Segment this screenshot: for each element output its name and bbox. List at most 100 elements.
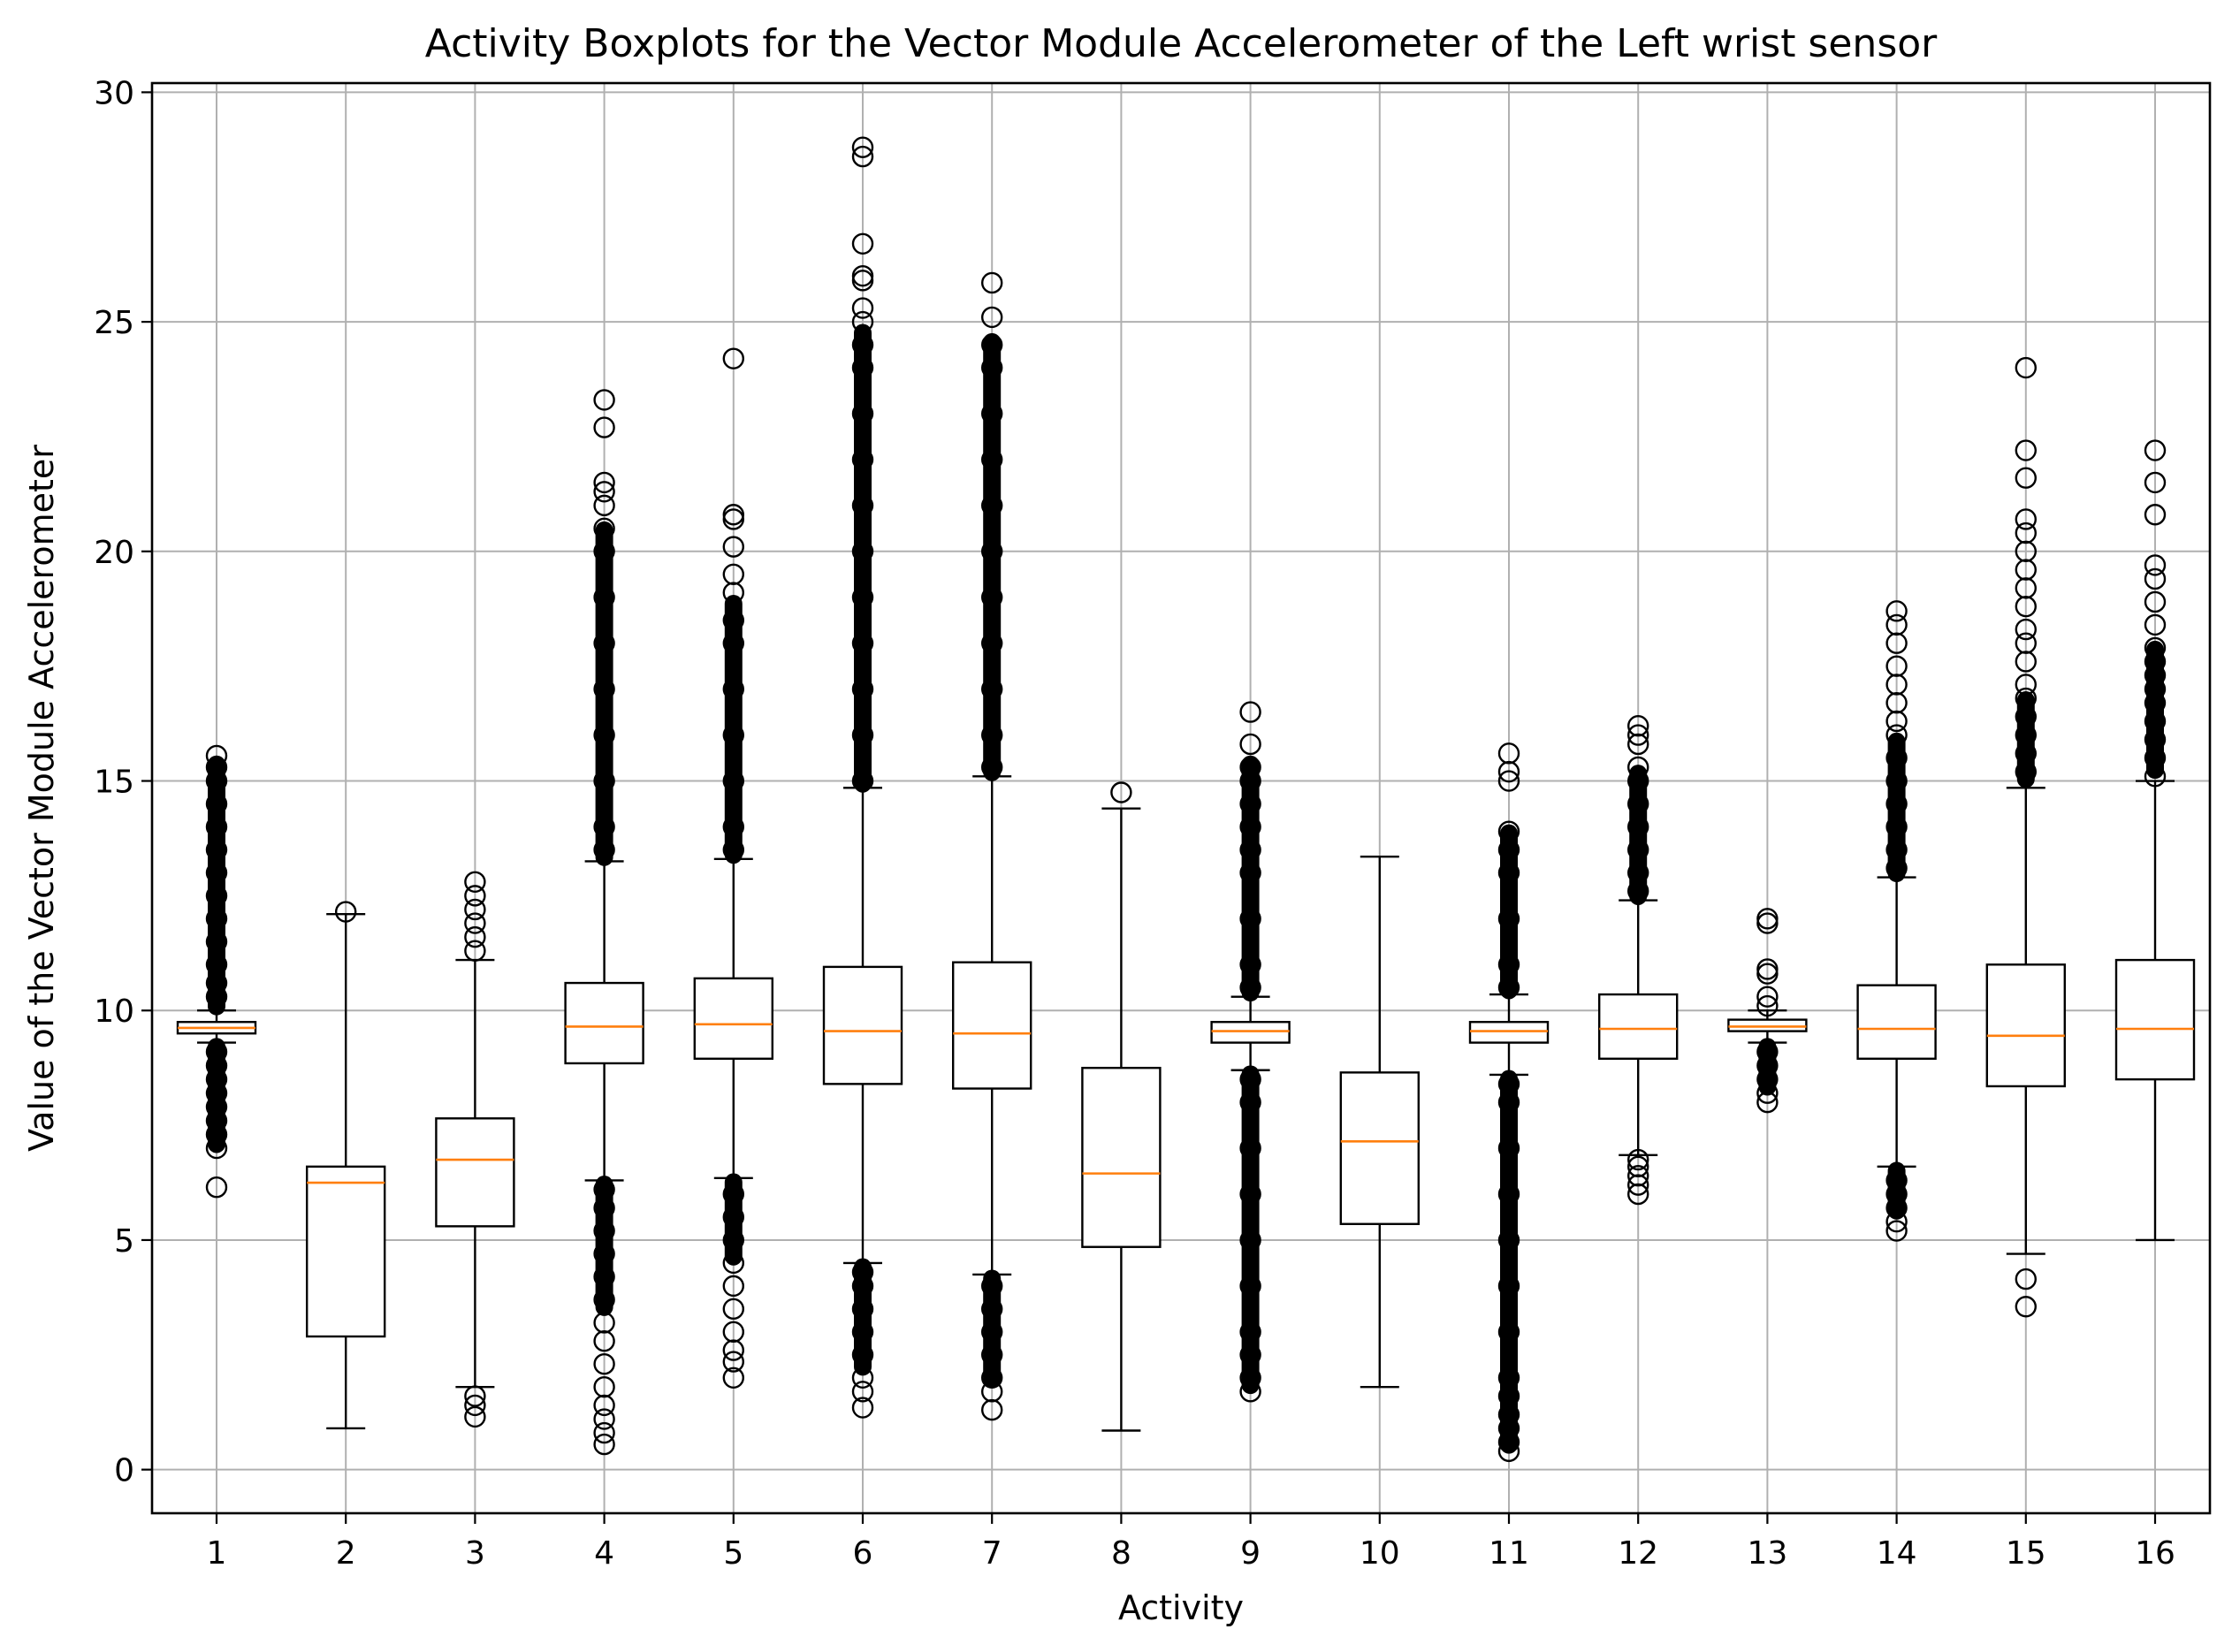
outlier-point	[1497, 1091, 1520, 1114]
outlier-point	[722, 816, 744, 838]
outlier-point	[1497, 908, 1520, 930]
outlier-point	[722, 724, 744, 746]
outlier-point	[1756, 1054, 1779, 1077]
outlier-point	[1497, 1073, 1520, 1095]
outlier-point	[593, 1375, 615, 1398]
box-group-7	[951, 271, 1032, 1421]
outlier-dense-band	[1629, 765, 1648, 905]
outlier-point	[980, 356, 1003, 379]
outlier-dense-band	[983, 1269, 1002, 1388]
x-tick-label: 10	[1360, 1535, 1400, 1572]
outlier-point	[722, 632, 744, 654]
outlier-point	[593, 416, 615, 438]
outlier-point	[1626, 1155, 1649, 1178]
outlier-point	[335, 901, 357, 923]
outlier-point	[1239, 1367, 1261, 1389]
outlier-point	[722, 609, 744, 631]
box-iqr	[2114, 958, 2196, 1081]
outlier-point	[722, 770, 744, 792]
box-group-15	[1985, 356, 2067, 1318]
outlier-point	[722, 678, 744, 700]
outlier-point	[2015, 742, 2038, 765]
outlier-point	[980, 1298, 1003, 1321]
box-iqr	[1856, 984, 1937, 1060]
outlier-point	[980, 494, 1003, 517]
x-tick-label: 6	[853, 1535, 873, 1572]
outlier-point	[2144, 651, 2167, 673]
outlier-point	[1497, 1440, 1520, 1463]
outlier-point	[593, 678, 615, 700]
box-iqr	[1081, 1066, 1162, 1248]
outlier-point	[1239, 1068, 1261, 1091]
plot-frame	[150, 81, 2212, 1515]
outlier-point	[851, 494, 874, 517]
outlier-point	[205, 816, 228, 838]
box-group-10	[1339, 856, 1421, 1389]
box-group-9	[1210, 701, 1291, 1403]
outlier-point	[1626, 1174, 1649, 1196]
outlier-point	[1885, 724, 1908, 746]
outlier-point	[980, 1398, 1003, 1421]
outlier-point	[1626, 733, 1649, 756]
outlier-point	[1626, 756, 1649, 779]
box-group-16	[2114, 439, 2196, 1242]
outlier-point	[1626, 1148, 1649, 1171]
box-group-8	[1081, 781, 1162, 1432]
outlier-point	[1756, 1040, 1779, 1063]
box-elements	[176, 136, 2196, 1463]
box-iqr	[693, 977, 773, 1060]
outlier-point	[593, 1394, 615, 1417]
outlier-point	[1497, 1321, 1520, 1344]
outlier-point	[1756, 1091, 1779, 1114]
outlier-point	[1885, 1183, 1908, 1206]
outlier-dense-band	[1758, 1038, 1777, 1096]
outlier-point	[722, 1229, 744, 1252]
outlier-point	[593, 1352, 615, 1375]
x-tick-label: 11	[1489, 1535, 1529, 1572]
outlier-point	[205, 954, 228, 976]
outlier-point	[1756, 1082, 1779, 1104]
outlier-point	[593, 1243, 615, 1265]
outlier-point	[2015, 632, 2038, 654]
outlier-point	[1497, 760, 1520, 783]
outlier-point	[1497, 862, 1520, 884]
outlier-point	[205, 971, 228, 994]
outlier-point	[1497, 770, 1520, 792]
outlier-point	[464, 1385, 486, 1407]
box-iqr	[435, 1117, 515, 1228]
box-iqr	[1339, 1071, 1421, 1225]
box-group-12	[1597, 714, 1679, 1206]
outlier-point	[1497, 1367, 1520, 1389]
outlier-point	[205, 1176, 228, 1199]
outlier-point	[980, 756, 1003, 779]
outlier-point	[1239, 1381, 1261, 1403]
outlier-point	[2015, 687, 2038, 710]
x-tick-label: 8	[1111, 1535, 1131, 1572]
outlier-point	[1626, 862, 1649, 884]
outlier-point	[2015, 724, 2038, 746]
outlier-point	[2015, 618, 2038, 641]
outlier-dense-band	[2146, 640, 2164, 780]
outlier-point	[2144, 664, 2167, 687]
outlier-point	[1885, 655, 1908, 677]
outlier-point	[205, 1123, 228, 1146]
outlier-point	[1885, 770, 1908, 792]
outlier-point	[464, 885, 486, 907]
outlier-dense-band	[724, 1173, 743, 1266]
outlier-point	[980, 1367, 1003, 1389]
outlier-point	[464, 925, 486, 948]
outlier-point	[1239, 793, 1261, 815]
x-tick-label: 16	[2135, 1535, 2175, 1572]
outlier-point	[593, 724, 615, 746]
outlier-dense-band	[1887, 732, 1906, 883]
outlier-point	[205, 1109, 228, 1132]
y-tick-label: 30	[94, 75, 134, 111]
outlier-point	[851, 333, 874, 356]
outlier-dense-band	[724, 594, 743, 864]
outlier-point	[593, 1421, 615, 1444]
outlier-point	[2144, 765, 2167, 788]
outlier-point	[1756, 908, 1779, 930]
x-tick-label: 3	[465, 1535, 485, 1572]
